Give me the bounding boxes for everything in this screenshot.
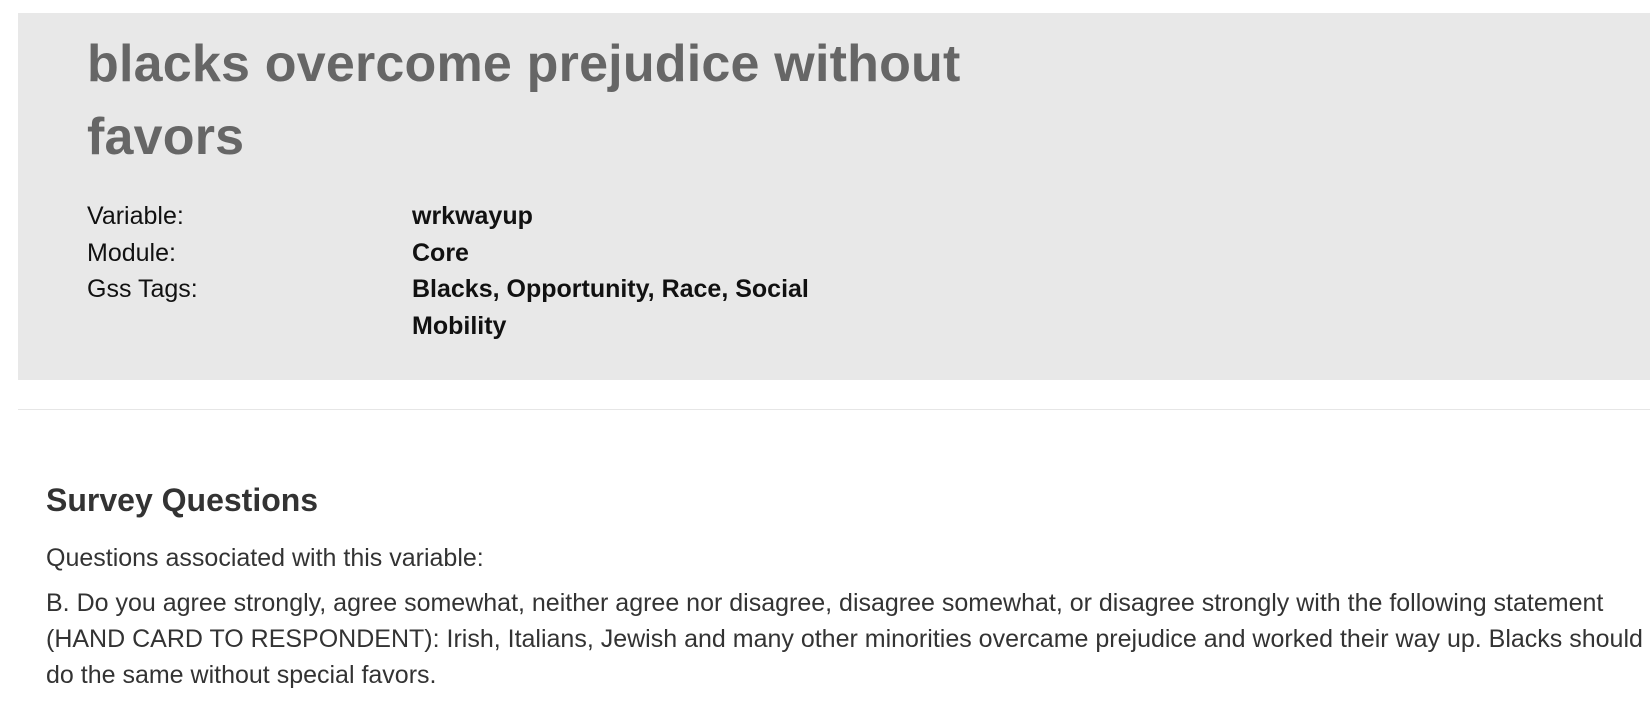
variable-header-panel	[18, 13, 1650, 380]
meta-value-gss-tags: Blacks, Opportunity, Race, Social Mobili…	[412, 275, 809, 340]
section-divider	[18, 409, 1650, 410]
meta-row-module: Module: Core	[87, 235, 937, 272]
survey-question-text: B. Do you agree strongly, agree somewhat…	[46, 589, 1643, 689]
meta-label-gss-tags: Gss Tags:	[87, 275, 198, 303]
meta-row-variable: Variable: wrkwayup	[87, 198, 937, 235]
meta-value-variable: wrkwayup	[412, 202, 533, 230]
survey-questions-intro: Questions associated with this variable:	[46, 544, 484, 572]
survey-questions-heading: Survey Questions	[46, 482, 319, 518]
meta-row-gss-tags: Gss Tags: Blacks, Opportunity, Race, Soc…	[87, 271, 937, 344]
variable-title: blacks overcome prejudice without favors	[87, 35, 961, 166]
meta-value-module: Core	[412, 238, 469, 267]
meta-label-variable: Variable:	[87, 202, 184, 230]
variable-metadata: Variable: wrkwayup Module: Core Gss Tags…	[87, 198, 937, 344]
meta-label-module: Module:	[87, 238, 176, 267]
